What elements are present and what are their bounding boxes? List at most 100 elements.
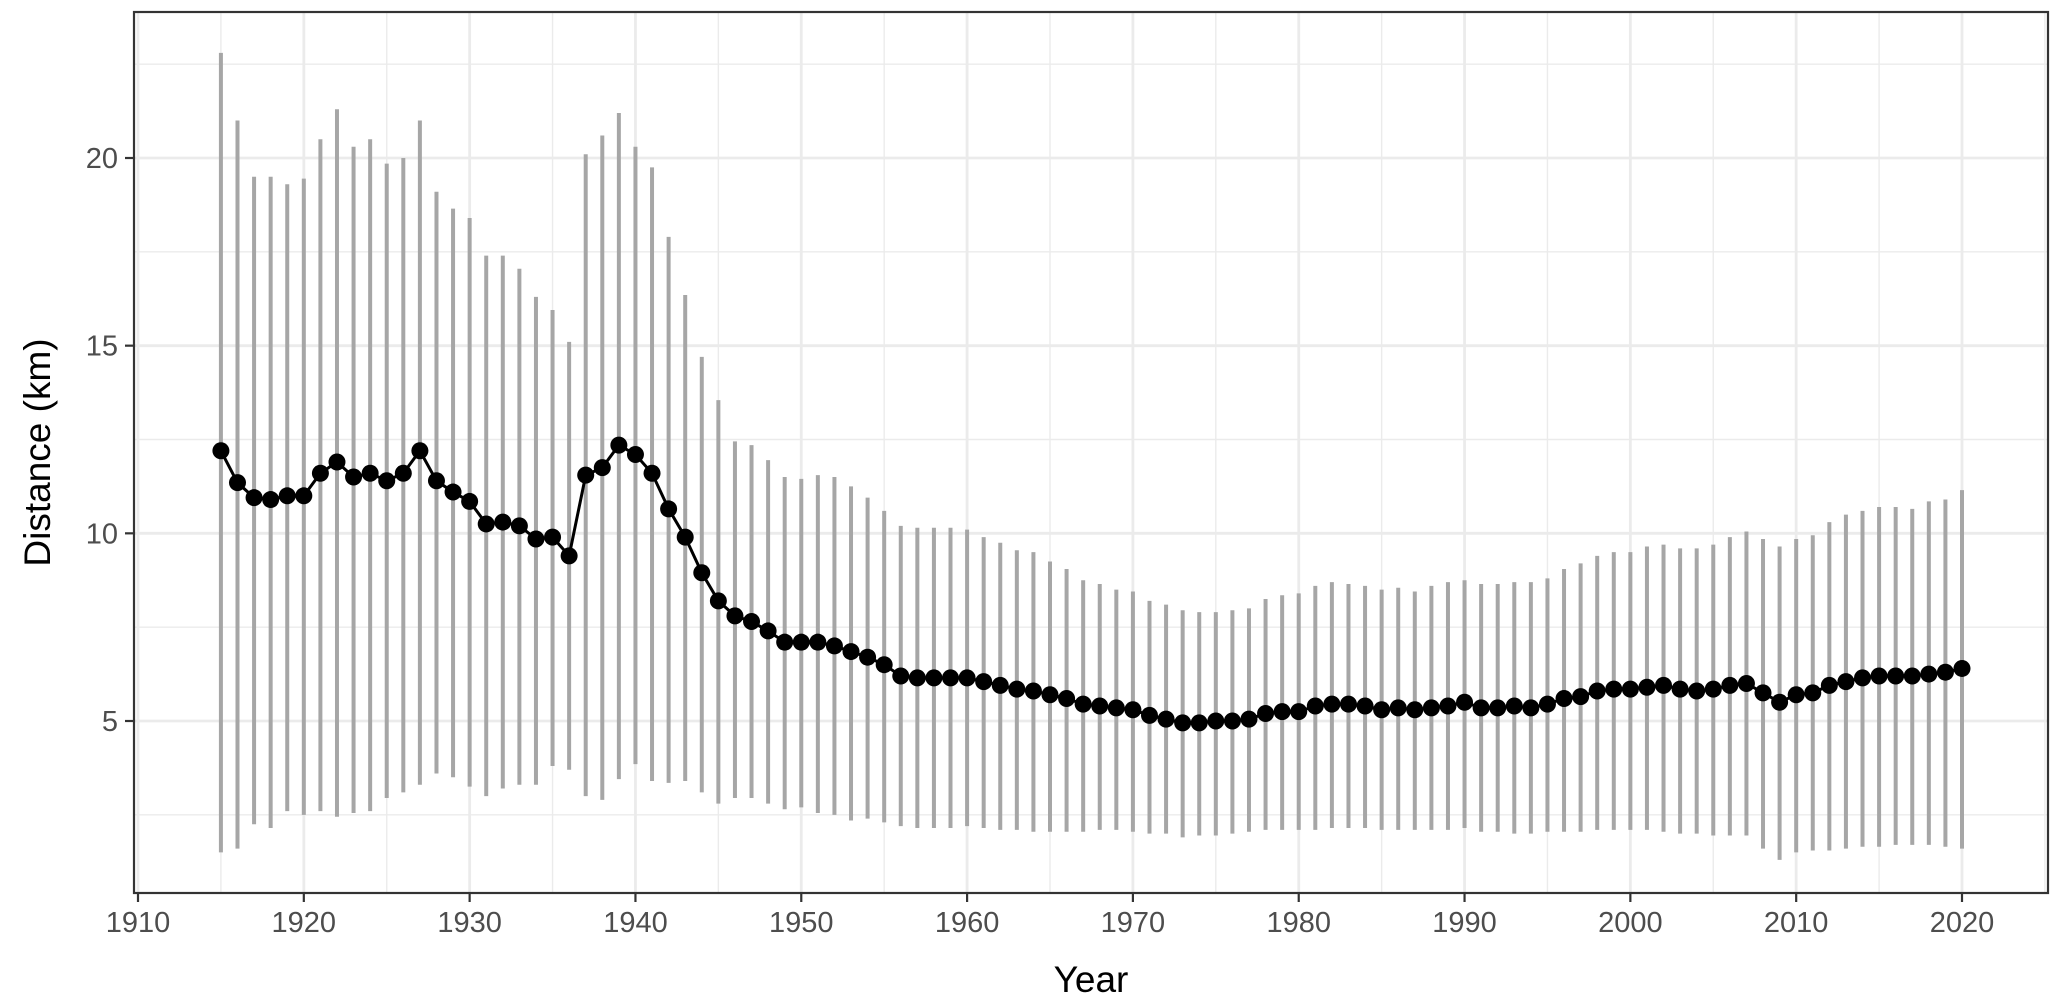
data-point [577,466,595,484]
data-point [1339,695,1357,713]
y-tick-label: 20 [86,143,118,175]
data-point [925,669,943,687]
data-point [378,472,396,490]
data-point [743,613,761,631]
data-point [510,517,528,535]
x-tick-label: 1980 [1266,907,1331,939]
data-point [726,607,744,625]
data-point [1953,659,1971,677]
data-point [1074,695,1092,713]
data-point [1273,703,1291,721]
data-point [1721,676,1739,694]
data-point [1854,669,1872,687]
data-point [1870,667,1888,685]
data-point [1588,682,1606,700]
data-point [1804,684,1822,702]
data-point [1058,689,1076,707]
data-point [1688,682,1706,700]
data-point [809,633,827,651]
data-point [1008,680,1026,698]
data-point [825,637,843,655]
data-point [1157,710,1175,728]
data-point [560,547,578,565]
data-point [1820,676,1838,694]
data-point [875,656,893,674]
data-point [1572,688,1590,706]
x-axis-title: Year [1054,959,1129,1000]
data-point [1389,699,1407,717]
data-point [295,487,313,505]
data-point [859,648,877,666]
data-point [1223,712,1241,730]
data-point [942,669,960,687]
data-point [1190,714,1208,732]
data-point [527,530,545,548]
data-point [1290,703,1308,721]
data-point [1240,710,1258,728]
data-point [1655,676,1673,694]
x-tick-label: 1940 [603,907,668,939]
data-point [1174,714,1192,732]
data-point [1555,689,1573,707]
data-point [245,489,263,507]
data-point [1091,697,1109,715]
data-point [842,643,860,661]
data-point [262,491,280,509]
data-point [1024,682,1042,700]
data-point [1041,686,1059,704]
data-point [394,464,412,482]
x-tick-label: 1950 [769,907,834,939]
data-point [1605,680,1623,698]
data-point [626,446,644,464]
data-point [1323,695,1341,713]
panel-border [132,10,2050,895]
data-point [776,633,794,651]
data-point [975,673,993,691]
data-point [676,528,694,546]
data-point [759,622,777,640]
data-point [1837,673,1855,691]
data-point [1771,693,1789,711]
data-point [477,515,495,533]
data-point [1140,706,1158,724]
data-point [1538,695,1556,713]
data-point [1406,701,1424,719]
data-point [1505,697,1523,715]
y-tick-label: 5 [102,706,118,738]
data-point [461,492,479,510]
data-point [444,483,462,501]
x-tick-label: 1970 [1101,907,1166,939]
data-point [311,464,329,482]
data-point [212,442,230,460]
data-point [1472,699,1490,717]
data-point [494,513,512,531]
data-point [1887,667,1905,685]
data-point [1621,680,1639,698]
data-point [1489,699,1507,717]
x-tick-label: 2020 [1930,907,1995,939]
data-point [411,442,429,460]
data-point [345,468,363,486]
data-points [212,436,1971,732]
data-point [1754,684,1772,702]
data-point [1373,701,1391,719]
data-point [1107,699,1125,717]
data-point [693,564,711,582]
data-point [660,500,678,518]
x-tick-label: 2000 [1598,907,1663,939]
y-tick-label: 15 [86,331,118,363]
x-tick-label: 1960 [935,907,1000,939]
data-point [792,633,810,651]
data-point [1920,665,1938,683]
data-point [908,669,926,687]
data-point [593,459,611,477]
x-tick-label: 1930 [437,907,502,939]
x-tick-label: 1920 [272,907,337,939]
data-point [1638,678,1656,696]
data-point [427,472,445,490]
data-point [1704,680,1722,698]
data-point [1306,697,1324,715]
y-tick-label: 10 [86,518,118,550]
data-point [991,676,1009,694]
